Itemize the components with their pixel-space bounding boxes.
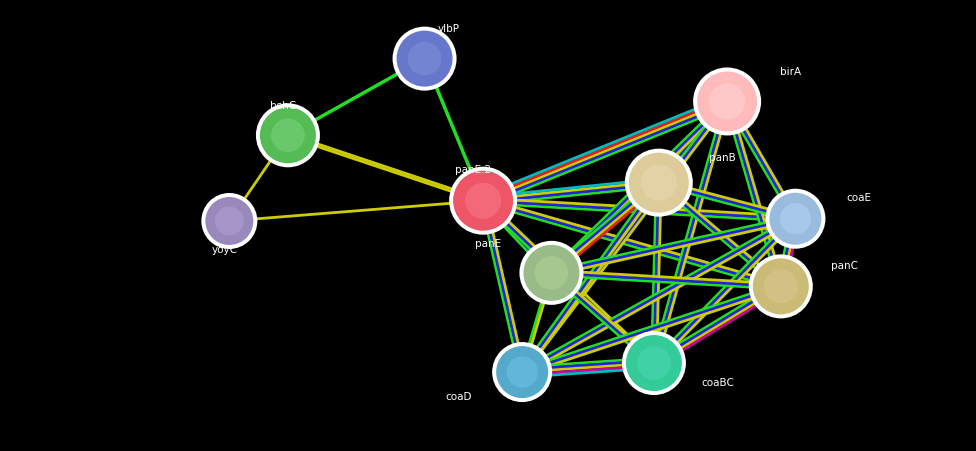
Circle shape bbox=[453, 170, 513, 231]
Circle shape bbox=[396, 31, 453, 87]
Circle shape bbox=[693, 68, 761, 135]
Circle shape bbox=[519, 241, 584, 305]
Circle shape bbox=[215, 207, 244, 235]
Circle shape bbox=[629, 152, 689, 213]
Circle shape bbox=[271, 119, 305, 152]
Circle shape bbox=[752, 258, 809, 314]
Text: panC: panC bbox=[831, 261, 858, 271]
Circle shape bbox=[765, 189, 826, 249]
Circle shape bbox=[205, 197, 254, 245]
Circle shape bbox=[392, 27, 457, 91]
Circle shape bbox=[764, 270, 797, 303]
Circle shape bbox=[496, 346, 549, 398]
Circle shape bbox=[710, 83, 745, 120]
Circle shape bbox=[523, 245, 580, 301]
Circle shape bbox=[256, 103, 320, 167]
Circle shape bbox=[507, 356, 538, 388]
Circle shape bbox=[637, 346, 671, 380]
Circle shape bbox=[492, 342, 552, 402]
Text: panE.2: panE.2 bbox=[455, 165, 492, 175]
Circle shape bbox=[201, 193, 258, 249]
Circle shape bbox=[622, 331, 686, 395]
Circle shape bbox=[260, 107, 316, 163]
Text: ylbP: ylbP bbox=[438, 24, 460, 34]
Text: bshC: bshC bbox=[270, 101, 296, 111]
Text: panB: panB bbox=[709, 153, 736, 163]
Circle shape bbox=[625, 149, 693, 216]
Text: coaBC: coaBC bbox=[701, 378, 734, 388]
Circle shape bbox=[466, 183, 501, 219]
Text: yoyC: yoyC bbox=[212, 245, 237, 255]
Circle shape bbox=[749, 254, 813, 318]
Text: birA: birA bbox=[780, 67, 801, 77]
Circle shape bbox=[626, 335, 682, 391]
Circle shape bbox=[697, 71, 757, 132]
Text: coaD: coaD bbox=[445, 392, 472, 402]
Circle shape bbox=[769, 193, 822, 245]
Text: panE: panE bbox=[475, 239, 501, 249]
Circle shape bbox=[535, 256, 568, 290]
Circle shape bbox=[780, 203, 811, 235]
Text: coaE: coaE bbox=[846, 193, 872, 203]
Circle shape bbox=[408, 42, 441, 75]
Circle shape bbox=[449, 167, 517, 235]
Circle shape bbox=[641, 165, 676, 201]
